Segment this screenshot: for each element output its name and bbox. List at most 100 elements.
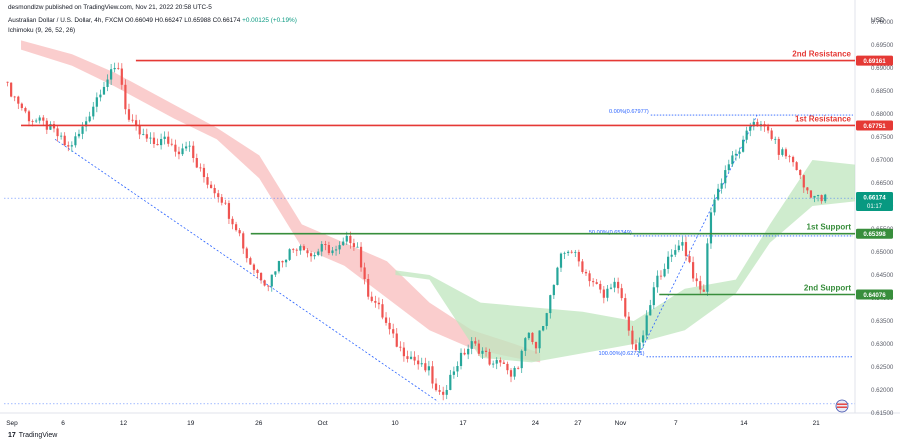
flag-stripe [837, 406, 847, 408]
candle-body [356, 246, 359, 248]
candle-body [174, 144, 177, 152]
candle-body [6, 81, 9, 83]
candle-body [267, 285, 270, 287]
candle-body [756, 121, 759, 127]
candle-body [277, 261, 281, 272]
x-tick-label: 12 [120, 420, 128, 427]
candle-body [499, 360, 502, 363]
candle-body [481, 350, 484, 354]
candle-body [738, 151, 741, 154]
ichimoku-cloud-bearish [21, 40, 541, 363]
candle-body [384, 317, 388, 323]
candle-body [495, 360, 498, 364]
candle-body [649, 305, 652, 316]
candle-body [224, 202, 227, 204]
x-tick-label: 26 [255, 420, 263, 427]
candle-body [352, 243, 356, 247]
candle-body [770, 130, 773, 139]
candle-body [345, 235, 348, 242]
x-tick-label: 27 [574, 420, 582, 427]
x-tick-label: 7 [674, 420, 678, 427]
candle-body [549, 295, 552, 314]
candle-body [238, 230, 241, 234]
candle-body [456, 366, 459, 372]
candle-body [288, 249, 291, 260]
candle-body [784, 149, 788, 157]
price-change: +0.00125 (+0.19%) [242, 17, 297, 24]
candle-body [135, 120, 138, 126]
candle-body [209, 184, 213, 189]
candle-body [788, 156, 791, 158]
candle-body [252, 264, 256, 270]
candle-body [442, 391, 445, 395]
candle-body [395, 333, 398, 347]
candle-body [88, 116, 91, 122]
candle-body [92, 106, 95, 117]
candle-body [534, 341, 538, 349]
candle-body [213, 188, 216, 194]
price-label-badge [856, 289, 893, 300]
x-tick-label: 14 [740, 420, 748, 427]
candle-body [85, 121, 88, 127]
x-tick-label: 10 [391, 420, 399, 427]
candle-body [513, 367, 516, 377]
candle-body [120, 68, 123, 85]
tradingview-footer[interactable]: 17 TradingView [8, 432, 57, 439]
candle-body [727, 164, 730, 171]
candle-body [445, 389, 448, 395]
candle-body [431, 366, 434, 384]
candle-body [338, 245, 341, 250]
candle-body [741, 139, 745, 152]
tradingview-brand: TradingView [18, 432, 58, 439]
candle-body [35, 120, 38, 122]
candle-body [656, 275, 659, 288]
candle-body [588, 273, 591, 282]
candle-body [99, 94, 102, 98]
candle-body [127, 109, 131, 120]
x-tick-label: 19 [187, 420, 195, 427]
candle-body [702, 289, 705, 292]
us-flag-icon [835, 399, 849, 413]
candle-body [545, 313, 548, 326]
candle-body [110, 69, 113, 80]
candle-body [574, 251, 577, 253]
candle-body [320, 244, 323, 252]
tradingview-logo-icon: 17 [8, 432, 16, 439]
candle-body [374, 300, 377, 303]
fib-level-label: 100.00%(0.62721) [598, 351, 644, 357]
candle-body [634, 344, 638, 350]
candle-body [152, 137, 156, 145]
candle-body [667, 256, 670, 269]
candle-body [806, 187, 809, 191]
candle-body [824, 194, 827, 202]
candle-body [774, 138, 777, 140]
candle-body [284, 259, 288, 263]
candle-body [581, 261, 584, 272]
candle-body [517, 367, 520, 369]
candle-body [413, 356, 416, 361]
candle-body [524, 338, 527, 351]
candle-body [95, 97, 98, 107]
candle-body [570, 251, 573, 253]
candle-body [745, 130, 748, 140]
candle-body [184, 146, 188, 149]
candle-body [377, 302, 381, 305]
candle-body [309, 253, 313, 257]
candle-body [117, 67, 120, 69]
x-tick-label: Sep [6, 420, 18, 427]
candle-body [645, 315, 648, 336]
candle-body [270, 274, 273, 287]
candle-body [791, 156, 795, 163]
candle-body [638, 342, 641, 350]
y-tick-label: 0.62500 [871, 364, 894, 371]
candle-body [381, 304, 384, 318]
y-tick-label: 0.69500 [871, 42, 894, 49]
candle-body [38, 117, 41, 121]
candle-body [434, 383, 438, 391]
y-tick-label: 0.67500 [871, 134, 894, 141]
candle-body [359, 246, 363, 268]
candle-body [463, 352, 466, 355]
candle-body [327, 245, 331, 254]
candle-body [56, 128, 59, 137]
